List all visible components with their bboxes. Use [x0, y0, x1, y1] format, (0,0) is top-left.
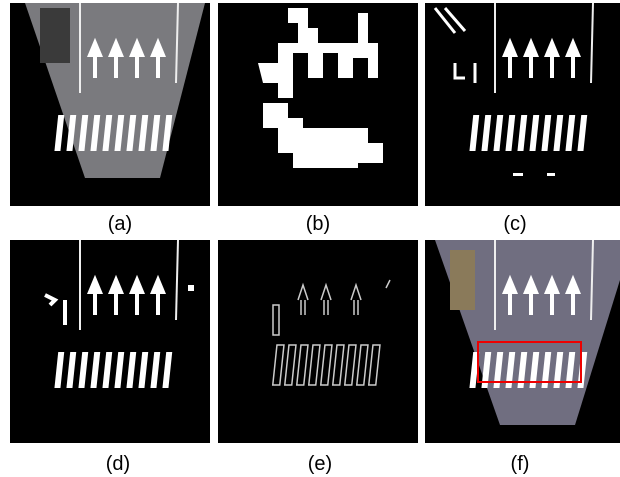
panel-label: (a) [108, 213, 132, 235]
panel-b [218, 3, 418, 206]
panel-f [425, 240, 620, 443]
panel-label: (b) [306, 213, 330, 235]
panel-d [10, 240, 210, 443]
panel-label: (c) [503, 213, 526, 235]
panel-c [425, 3, 620, 206]
panel-label: (e) [308, 453, 332, 475]
panel-e [218, 240, 418, 443]
panel-label: (d) [106, 453, 130, 475]
panel-a [10, 3, 210, 206]
panel-label: (f) [511, 453, 530, 475]
figure: (a) (b) (c) (d) (e) (f) [0, 0, 620, 477]
